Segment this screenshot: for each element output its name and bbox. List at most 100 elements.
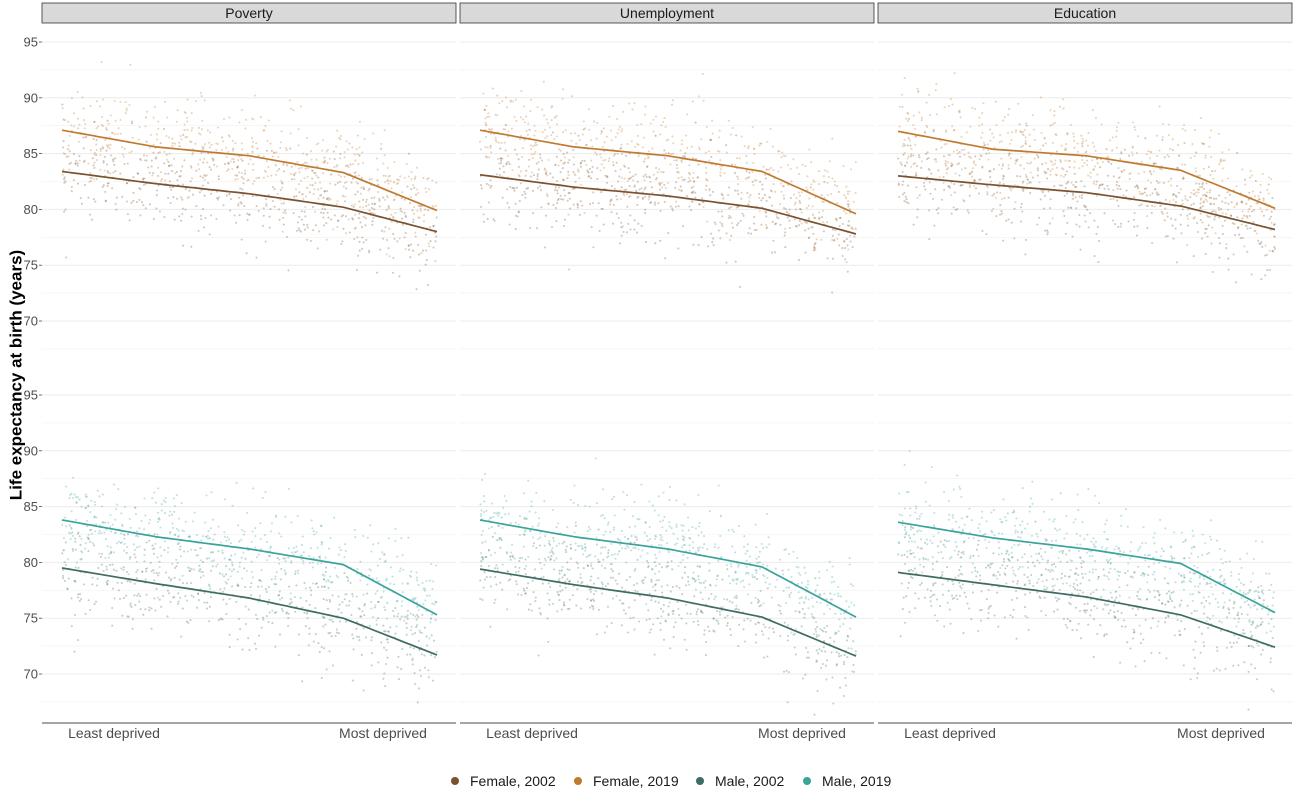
scatter-point (385, 648, 388, 652)
scatter-point (592, 582, 595, 585)
scatter-point (557, 594, 561, 597)
scatter-point (636, 518, 639, 521)
scatter-point (429, 654, 433, 657)
scatter-point (552, 203, 555, 206)
scatter-point (654, 203, 657, 206)
scatter-point (551, 105, 554, 108)
scatter-point (578, 544, 581, 547)
scatter-point (1070, 207, 1073, 210)
scatter-point (239, 187, 242, 190)
scatter-point (697, 575, 700, 578)
scatter-point (295, 545, 298, 548)
scatter-point (393, 615, 396, 618)
scatter-point (530, 148, 533, 151)
scatter-point (171, 522, 174, 525)
scatter-point (589, 177, 592, 180)
scatter-point (394, 632, 397, 635)
scatter-point (906, 184, 910, 187)
scatter-point (1273, 246, 1276, 249)
scatter-point (659, 239, 662, 242)
scatter-point (154, 157, 157, 160)
scatter-point (783, 548, 786, 552)
scatter-point (240, 556, 243, 559)
scatter-point (195, 534, 198, 537)
scatter-point (321, 541, 324, 544)
scatter-point (1204, 227, 1207, 230)
scatter-point (1189, 196, 1192, 199)
scatter-point (1071, 192, 1074, 195)
scatter-point (99, 148, 102, 151)
scatter-point (718, 610, 721, 613)
scatter-point (157, 487, 160, 490)
scatter-point (403, 619, 406, 622)
scatter-point (357, 217, 360, 220)
scatter-point (720, 168, 723, 171)
scatter-point (151, 544, 154, 547)
scatter-point (594, 590, 597, 593)
scatter-point (409, 256, 412, 259)
scatter-point (722, 197, 725, 200)
scatter-point (68, 524, 71, 527)
scatter-point (485, 124, 488, 127)
scatter-point (308, 555, 311, 558)
scatter-point (851, 584, 855, 587)
scatter-point (706, 245, 710, 248)
scatter-point (333, 516, 336, 519)
scatter-point (483, 500, 486, 503)
scatter-point (274, 164, 277, 167)
scatter-point (639, 555, 642, 558)
scatter-point (384, 608, 387, 611)
scatter-point (763, 193, 766, 196)
scatter-point (177, 542, 181, 545)
scatter-point (613, 514, 616, 517)
scatter-point (105, 144, 108, 147)
scatter-point (1154, 162, 1157, 165)
scatter-point (920, 116, 924, 119)
scatter-point (529, 110, 532, 113)
scatter-point (268, 611, 271, 614)
scatter-point (1005, 219, 1008, 222)
scatter-point (1268, 268, 1272, 271)
scatter-point (208, 620, 211, 623)
scatter-point (155, 572, 158, 575)
scatter-point (824, 650, 827, 653)
scatter-point (628, 575, 632, 578)
scatter-point (489, 576, 492, 579)
scatter-point (392, 199, 395, 202)
scatter-point (513, 189, 516, 192)
scatter-point (363, 604, 366, 607)
scatter-point (114, 170, 117, 173)
scatter-point (173, 534, 176, 537)
scatter-point (641, 549, 644, 552)
scatter-point (341, 214, 344, 217)
scatter-point (1036, 174, 1039, 177)
scatter-point (308, 627, 311, 630)
scatter-point (661, 526, 664, 529)
scatter-point (312, 640, 315, 643)
scatter-point (705, 640, 708, 644)
scatter-point (504, 513, 507, 516)
scatter-point (827, 175, 830, 179)
scatter-point (201, 184, 204, 187)
scatter-point (485, 509, 488, 512)
scatter-point (359, 579, 362, 582)
scatter-point (506, 552, 509, 555)
scatter-point (262, 176, 265, 179)
scatter-point (758, 210, 761, 213)
scatter-point (1013, 183, 1017, 187)
scatter-point (77, 593, 80, 596)
scatter-point (674, 186, 677, 189)
scatter-point (770, 204, 773, 207)
scatter-point (144, 116, 147, 119)
scatter-point (798, 208, 801, 211)
scatter-point (198, 168, 201, 171)
scatter-point (686, 146, 689, 150)
scatter-point (509, 185, 512, 188)
scatter-point (1174, 201, 1178, 204)
scatter-point (121, 614, 124, 617)
scatter-point (315, 158, 318, 161)
scatter-point (62, 168, 65, 171)
scatter-point (297, 572, 300, 575)
scatter-point (302, 562, 305, 565)
scatter-point (1028, 145, 1031, 148)
